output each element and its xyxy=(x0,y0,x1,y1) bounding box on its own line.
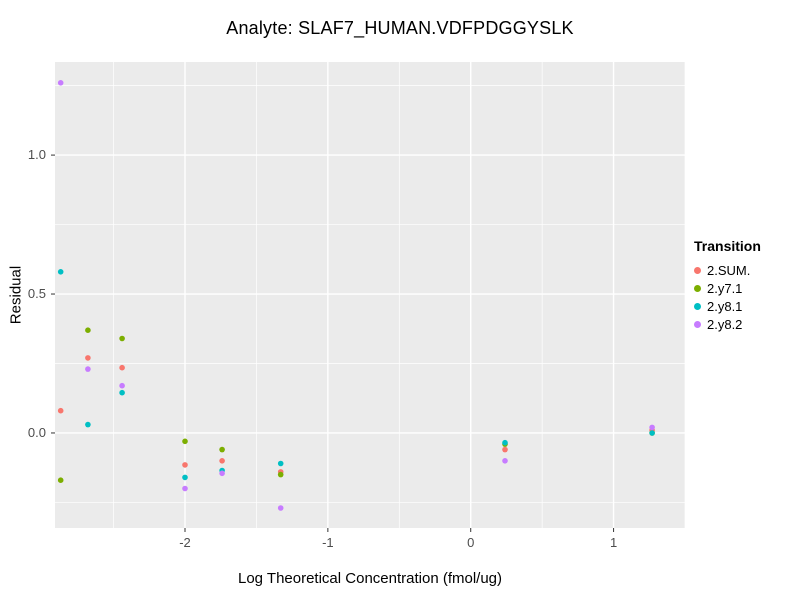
data-point xyxy=(649,424,655,431)
data-point xyxy=(649,430,655,436)
legend-item-label: 2.y8.1 xyxy=(707,298,743,314)
plot-title: Analyte: SLAF7_HUMAN.VDFPDGGYSLK xyxy=(226,18,574,38)
data-point xyxy=(219,458,225,464)
data-point xyxy=(219,470,225,477)
data-point xyxy=(182,485,188,492)
legend-item-label: 2.y8.2 xyxy=(707,316,743,332)
legend-item: 2.y7.1 xyxy=(694,279,761,297)
legend-item-label: 2.y7.1 xyxy=(707,280,743,296)
data-point xyxy=(502,446,508,453)
data-point xyxy=(85,355,91,361)
legend-item: 2.y8.2 xyxy=(694,315,761,333)
data-point xyxy=(119,335,125,342)
legend-item: 2.SUM. xyxy=(694,261,761,279)
x-tick-label: 0 xyxy=(467,535,475,550)
data-point xyxy=(85,366,91,372)
data-point xyxy=(277,471,284,478)
legend-swatch-icon xyxy=(694,284,701,292)
data-point xyxy=(119,389,125,396)
legend-item: 2.y8.1 xyxy=(694,297,761,315)
legend-swatch-icon xyxy=(694,266,701,274)
legend-items: 2.SUM. 2.y7.1 2.y8.1 2.y8.2 xyxy=(694,261,761,333)
data-point xyxy=(502,458,508,464)
data-point xyxy=(57,80,64,86)
x-tick-label: 1 xyxy=(609,535,618,550)
data-point xyxy=(277,505,284,511)
data-point xyxy=(57,477,64,484)
legend-swatch-icon xyxy=(694,302,701,310)
data-point xyxy=(182,474,188,481)
y-tick-label: 0.5 xyxy=(27,286,46,302)
data-point xyxy=(57,407,64,414)
legend-title: Transition xyxy=(694,238,761,254)
data-point xyxy=(182,462,188,468)
x-tick-label: -2 xyxy=(179,535,191,550)
data-point xyxy=(277,460,284,467)
data-point xyxy=(502,439,508,446)
legend-item-label: 2.SUM. xyxy=(707,262,751,278)
panel-background xyxy=(55,62,685,528)
data-point xyxy=(85,327,91,334)
data-point xyxy=(182,438,188,445)
data-point xyxy=(85,421,91,428)
y-tick-label: 1.0 xyxy=(27,147,46,163)
x-tick-label: -1 xyxy=(322,535,334,550)
legend-swatch-icon xyxy=(694,320,701,328)
x-axis-label: Log Theoretical Concentration (fmol/ug) xyxy=(237,570,503,587)
data-point xyxy=(119,382,125,389)
data-point xyxy=(219,446,225,453)
data-point xyxy=(119,364,125,371)
legend: Transition 2.SUM. 2.y7.1 2.y8.1 2.y8.2 xyxy=(694,238,761,333)
y-tick-label: 0.0 xyxy=(27,424,46,440)
data-point xyxy=(57,269,64,275)
